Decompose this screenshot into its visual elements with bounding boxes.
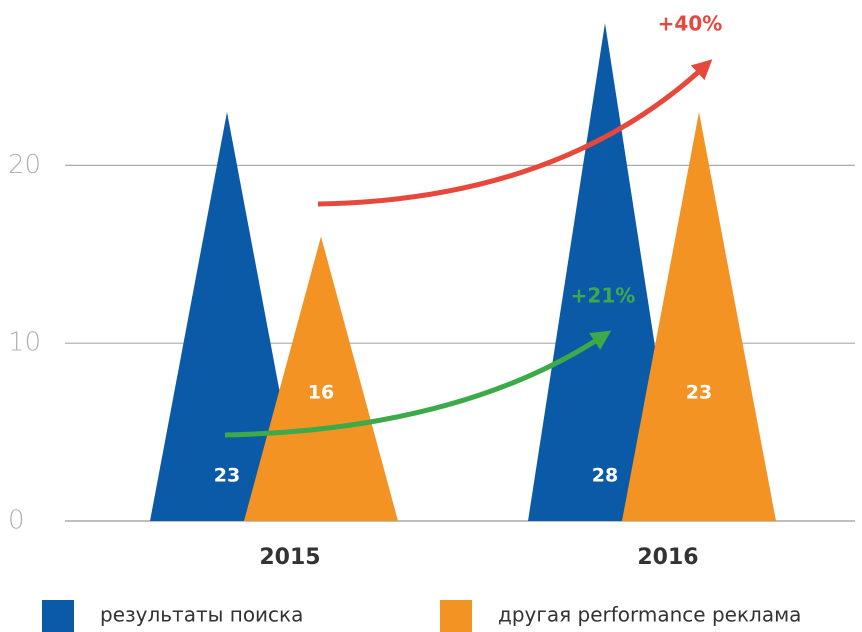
annotation: +40%: [658, 12, 723, 36]
x-tick-label: 2016: [637, 545, 698, 570]
data-label: 28: [592, 465, 618, 487]
legend-label: другая performance реклама: [498, 603, 801, 627]
legend-swatch: [440, 600, 472, 632]
data-label: 16: [308, 382, 334, 404]
bar: [244, 236, 398, 521]
annotation: +21%: [571, 284, 636, 308]
data-label: 23: [214, 465, 240, 487]
y-tick-label: 0: [8, 506, 25, 536]
arrow-green: [224, 330, 612, 438]
bar: [150, 112, 304, 521]
bar: [622, 112, 776, 521]
legend-label: результаты поиска: [100, 603, 303, 627]
data-label: 23: [686, 382, 712, 404]
y-tick-label: 10: [8, 328, 41, 358]
y-tick-label: 20: [8, 150, 41, 180]
arrow-red: [317, 59, 713, 207]
legend-swatch: [42, 600, 74, 632]
bar: [528, 23, 682, 522]
x-tick-label: 2015: [259, 545, 320, 570]
